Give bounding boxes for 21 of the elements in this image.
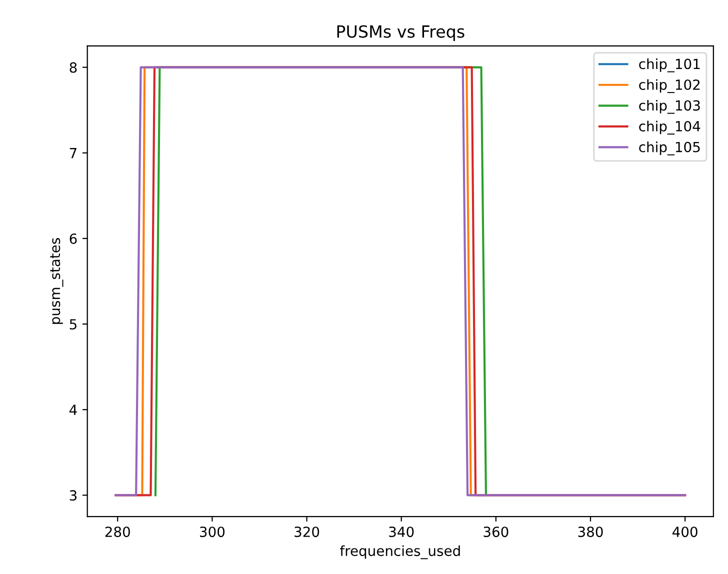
x-axis-title: frequencies_used (340, 545, 460, 560)
x-tick-label: 400 (672, 526, 698, 538)
y-tick-label: 4 (69, 404, 77, 415)
x-tick-label: 320 (294, 526, 320, 538)
y-tick-label: 8 (70, 62, 77, 73)
y-tick-label: 6 (70, 233, 77, 244)
x-tick-label: 300 (200, 526, 225, 538)
legend-label: chip_101 (639, 58, 700, 72)
y-tick-label: 3 (70, 490, 77, 501)
chart-title: PUSMs vs Freqs (337, 25, 464, 42)
x-tick-label: 380 (578, 526, 603, 538)
y-tick-label: 5 (70, 319, 76, 330)
x-tick-label: 360 (484, 526, 508, 538)
y-axis-title: pusm_states (50, 238, 64, 324)
legend-label: chip_102 (639, 79, 700, 94)
legend-label: chip_103 (639, 100, 700, 114)
legend-label: chip_105 (639, 142, 700, 156)
x-tick-label: 280 (105, 526, 130, 538)
y-tick-label: 7 (70, 148, 76, 158)
x-tick-label: 340 (389, 526, 414, 538)
legend-label: chip_104 (639, 120, 700, 135)
